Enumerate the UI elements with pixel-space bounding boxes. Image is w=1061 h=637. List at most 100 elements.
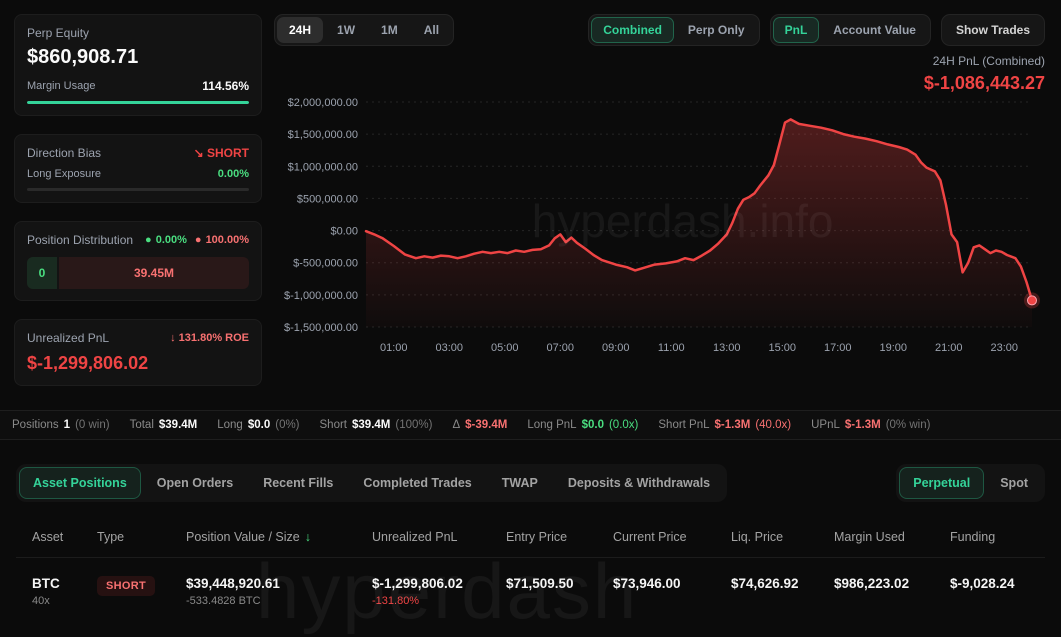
distribution-long-segment: 0 [27,257,57,289]
svg-text:11:00: 11:00 [658,342,685,354]
long-exposure-label: Long Exposure [27,168,101,180]
unrealized-pnl-value: $-1,299,806.02 [27,353,149,373]
distribution-short-pct: 100.00% [205,234,249,246]
column-label: Entry Price [506,530,568,544]
column-label: Type [97,530,125,544]
summary-suffix: (0% win) [885,419,931,431]
unrealized-pnl-roe: ↓ 131.80% ROE [170,332,249,344]
chart-toolbar: 24H 1W 1M All Combined Perp Only PnL Account … [274,14,1045,46]
margin-used: $986,223.02 [834,576,910,591]
column-label: Funding [950,530,996,544]
filter-spot[interactable]: Spot [986,467,1042,499]
view-mode-perp-only[interactable]: Perp Only [676,17,757,43]
svg-text:$0.00: $0.00 [330,226,358,238]
tab-completed-trades[interactable]: Completed Trades [349,467,485,499]
svg-text:07:00: 07:00 [546,342,574,354]
svg-text:$2,000,000.00: $2,000,000.00 [288,97,358,109]
bottom-section: Asset Positions Open Orders Recent Fills Co… [0,440,1061,627]
asset-cell: BTC 40x [32,576,97,607]
column-label: Margin Used [834,530,905,544]
tabs-row: Asset Positions Open Orders Recent Fills Co… [16,464,1045,502]
svg-text:09:00: 09:00 [602,342,630,354]
toolbar-right-group: Combined Perp Only PnL Account Value Show … [588,14,1045,46]
direction-bias-label: Direction Bias [27,146,102,160]
summary-long-pnl: Long PnL $0.0 (0.0x) [527,419,638,431]
column-label: Position Value / Size [186,530,300,544]
view-mode-selector: Combined Perp Only [588,14,760,46]
time-range-24h[interactable]: 24H [277,17,324,43]
sort-descending-icon[interactable]: ↓ [304,530,311,544]
positions-summary-bar: Positions 1 (0 win) Total $39.4M Long $0.0 (0%)… [0,410,1061,440]
svg-text:$1,500,000.00: $1,500,000.00 [288,129,358,141]
tab-recent-fills[interactable]: Recent Fills [249,467,347,499]
position-size: -533.4828 BTC [186,595,261,607]
summary-short: Short $39.4M (100%) [320,419,433,431]
svg-text:23:00: 23:00 [990,342,1018,354]
bottom-tabs: Asset Positions Open Orders Recent Fills Co… [16,464,728,502]
col-funding[interactable]: Funding [950,530,1045,544]
summary-label: Short PnL [658,419,710,431]
tab-asset-positions[interactable]: Asset Positions [19,467,141,499]
summary-value: 1 [63,419,71,431]
position-distribution-card: Position Distribution ● 0.00% ● 100.00% 0 … [14,221,262,301]
unrealized-pnl-pct: -131.80% [372,595,420,607]
asset-leverage: 40x [32,595,50,607]
svg-text:13:00: 13:00 [713,342,741,354]
chart-section: 24H 1W 1M All Combined Perp Only PnL Account … [262,0,1061,410]
liq-price: $74,626.92 [731,576,799,591]
pnl-chart[interactable]: hyperdash.info $2,000,000.00 $1,500,000.0… [274,94,1045,366]
col-entry-price[interactable]: Entry Price [506,530,613,544]
long-exposure-value: 0.00% [217,168,249,180]
show-trades-button[interactable]: Show Trades [940,14,1045,46]
time-range-all[interactable]: All [412,17,451,43]
liq-price-cell: $74,626.92 [731,576,834,591]
time-range-1w[interactable]: 1W [325,17,367,43]
chart-mode-account-value[interactable]: Account Value [821,17,928,43]
col-unrealized-pnl[interactable]: Unrealized PnL [372,530,506,544]
summary-label: Positions [12,419,59,431]
pnl-chart-canvas[interactable]: $2,000,000.00 $1,500,000.00 $1,000,000.00 $… [274,94,1045,366]
funding-cell: $-9,028.24 [950,576,1045,591]
col-margin-used[interactable]: Margin Used [834,530,950,544]
direction-bias-card: Direction Bias ↘ SHORT Long Exposure 0.0… [14,134,262,203]
chart-pnl-value: $-1,086,443.27 [923,73,1045,93]
unrealized-pnl-value: $-1,299,806.02 [372,576,463,591]
summary-label: Δ [452,419,461,431]
summary-: Δ $-39.4M [452,419,507,431]
unrealized-pnl-cell: $-1,299,806.02 -131.80% [372,576,506,607]
table-row[interactable]: BTC 40x SHORT $39,448,920.61 -533.4828 BTC $-… [16,558,1045,627]
chart-mode-pnl[interactable]: PnL [772,17,820,43]
column-label: Unrealized PnL [372,530,458,544]
svg-text:15:00: 15:00 [768,342,796,354]
summary-value: $-1.3M [844,419,881,431]
col-liq-price[interactable]: Liq. Price [731,530,834,544]
summary-short-pnl: Short PnL $-1.3M (40.0x) [658,419,791,431]
svg-text:01:00: 01:00 [380,342,408,354]
table-body: BTC 40x SHORT $39,448,920.61 -533.4828 BTC $-… [16,558,1045,627]
time-range-1m[interactable]: 1M [369,17,410,43]
column-label: Asset [32,530,64,544]
direction-bias-text: SHORT [207,146,249,160]
svg-text:21:00: 21:00 [935,342,963,354]
tab-twap[interactable]: TWAP [488,467,552,499]
perp-equity-value: $860,908.71 [27,46,139,68]
tab-open-orders[interactable]: Open Orders [143,467,247,499]
col-asset[interactable]: Asset [32,530,97,544]
tab-deposits-withdrawals[interactable]: Deposits & Withdrawals [554,467,724,499]
unrealized-pnl-label: Unrealized PnL [27,331,110,345]
view-mode-combined[interactable]: Combined [591,17,674,43]
unrealized-pnl-card: Unrealized PnL ↓ 131.80% ROE $-1,299,806… [14,319,262,386]
col-position-value-size[interactable]: Position Value / Size ↓ [186,530,372,544]
summary-suffix: (0 win) [75,419,110,431]
col-type[interactable]: Type [97,530,186,544]
filter-perpetual[interactable]: Perpetual [899,467,985,499]
margin-usage-bar-fill [27,101,249,104]
summary-value: $0.0 [581,419,604,431]
summary-label: Long [217,419,243,431]
col-current-price[interactable]: Current Price [613,530,731,544]
distribution-short-segment: 39.45M [59,257,249,289]
funding: $-9,028.24 [950,576,1015,591]
summary-upnl: UPnL $-1.3M (0% win) [811,419,930,431]
long-exposure-bar [27,188,249,191]
svg-text:$1,000,000.00: $1,000,000.00 [288,161,358,173]
